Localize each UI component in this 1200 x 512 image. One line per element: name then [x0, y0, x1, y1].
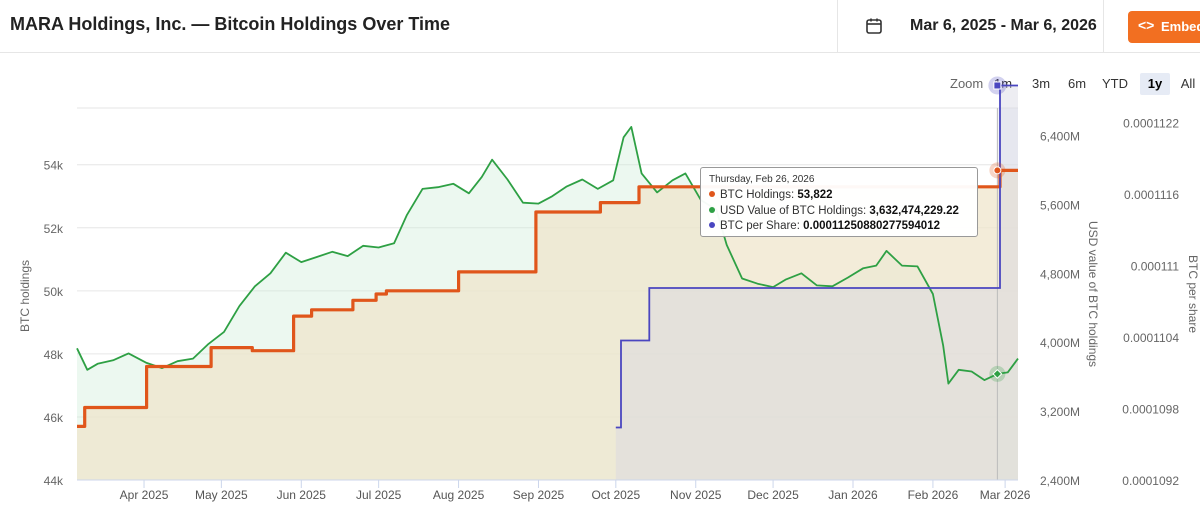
tooltip-dot-btc-holdings — [709, 190, 715, 197]
left-axis-title: BTC holdings — [18, 260, 32, 332]
tooltip-label: BTC per Share: — [720, 220, 800, 232]
btc-per-share-area — [615, 85, 1018, 480]
usd-axis-tick-label: 5,600M — [1040, 198, 1080, 212]
page-title: MARA Holdings, Inc. — Bitcoin Holdings O… — [10, 14, 451, 34]
embed-button[interactable]: <> Embed — [1128, 11, 1200, 43]
x-axis-tick-label: Nov 2025 — [670, 488, 722, 502]
usd-axis-tick-label: 3,200M — [1040, 405, 1080, 419]
hover-marker-btc-holdings — [993, 166, 1002, 175]
code-icon: <> — [1138, 17, 1155, 33]
tooltip-dot-usd-value — [709, 206, 715, 213]
x-axis-tick-label: Mar 2026 — [980, 488, 1031, 502]
x-axis-tick-label: Jul 2025 — [356, 488, 402, 502]
x-axis-tick-label: Oct 2025 — [591, 488, 640, 502]
x-axis-tick-label: Feb 2026 — [908, 488, 959, 502]
date-range-label: Mar 6, 2025 - Mar 6, 2026 — [910, 17, 1097, 34]
zoom-6m-button[interactable]: 6m — [1067, 76, 1087, 91]
left-axis-tick-label: 50k — [44, 285, 64, 299]
btc-per-share-line — [615, 84, 1018, 429]
header: MARA Holdings, Inc. — Bitcoin Holdings O… — [0, 0, 1200, 53]
zoom-label: Zoom — [950, 76, 984, 91]
zoom-ytd-button[interactable]: YTD — [1102, 76, 1128, 91]
tooltip-value: 53,822 — [797, 189, 833, 201]
left-axis-tick-label: 54k — [44, 159, 64, 173]
tooltip-label: USD Value of BTC Holdings: — [720, 205, 867, 217]
btc-holdings-area — [77, 170, 1018, 480]
usd-axis-tick-label: 4,800M — [1040, 267, 1080, 281]
zoom-3m-button[interactable]: 3m — [1031, 76, 1051, 91]
left-axis-tick-label: 46k — [44, 411, 64, 425]
x-axis-tick-label: Sep 2025 — [513, 488, 565, 502]
x-axis-tick-label: Aug 2025 — [433, 488, 485, 502]
per-share-axis-tick-label: 0.0001098 — [1122, 402, 1179, 416]
x-axis-tick-label: Jun 2025 — [277, 488, 327, 502]
per-share-axis-tick-label: 0.0001116 — [1124, 188, 1179, 202]
date-range-picker[interactable]: Mar 6, 2025 - Mar 6, 2026 — [837, 0, 1104, 53]
per-share-axis-tick-label: 0.0001122 — [1123, 116, 1179, 130]
usd-axis-title: USD value of BTC holdings — [1086, 221, 1100, 367]
zoom-all-button[interactable]: All — [1180, 76, 1196, 91]
usd-axis-tick-label: 6,400M — [1040, 130, 1080, 144]
tooltip-date: Thursday, Feb 26, 2026 — [709, 174, 815, 185]
usd-value-line — [76, 126, 1019, 385]
tooltip-row-usd-value: USD Value of BTC Holdings: 3,632,474,229… — [709, 205, 959, 217]
x-axis-tick-label: Jan 2026 — [828, 488, 878, 502]
x-axis-tick-label: Dec 2025 — [747, 488, 799, 502]
zoom-1y-button[interactable]: 1y — [1140, 73, 1170, 95]
tooltip-label: BTC Holdings: — [720, 189, 795, 201]
left-axis-tick-label: 44k — [44, 474, 64, 488]
x-axis-tick-label: Apr 2025 — [120, 488, 169, 502]
per-share-axis-tick-label: 0.0001104 — [1123, 331, 1179, 345]
chart-tooltip: Thursday, Feb 26, 2026 BTC Holdings: 53,… — [700, 167, 978, 237]
per-share-axis-tick-label: 0.0001092 — [1122, 474, 1179, 488]
btc-holdings-line — [77, 168, 1018, 428]
usd-axis-tick-label: 4,000M — [1040, 336, 1080, 350]
hover-marker-btc-per-share — [993, 81, 1002, 90]
tooltip-row-btc-per-share: BTC per Share: 0.00011250880277594012 — [709, 220, 940, 232]
x-axis-tick-label: May 2025 — [195, 488, 248, 502]
hover-marker-usd-value — [992, 368, 1003, 379]
embed-button-label: Embed — [1161, 19, 1200, 34]
tooltip-value: 3,632,474,229.22 — [869, 205, 959, 217]
per-share-axis-tick-label: 0.000111 — [1131, 259, 1180, 273]
left-axis-tick-label: 48k — [44, 348, 64, 362]
tooltip-row-btc-holdings: BTC Holdings: 53,822 — [709, 189, 833, 201]
calendar-icon — [866, 18, 882, 34]
tooltip-value: 0.00011250880277594012 — [803, 220, 940, 232]
left-axis-tick-label: 52k — [44, 222, 64, 236]
usd-axis-tick-label: 2,400M — [1040, 474, 1080, 488]
tooltip-dot-btc-per-share — [709, 221, 715, 228]
per-share-axis-title: BTC per share — [1186, 255, 1200, 333]
